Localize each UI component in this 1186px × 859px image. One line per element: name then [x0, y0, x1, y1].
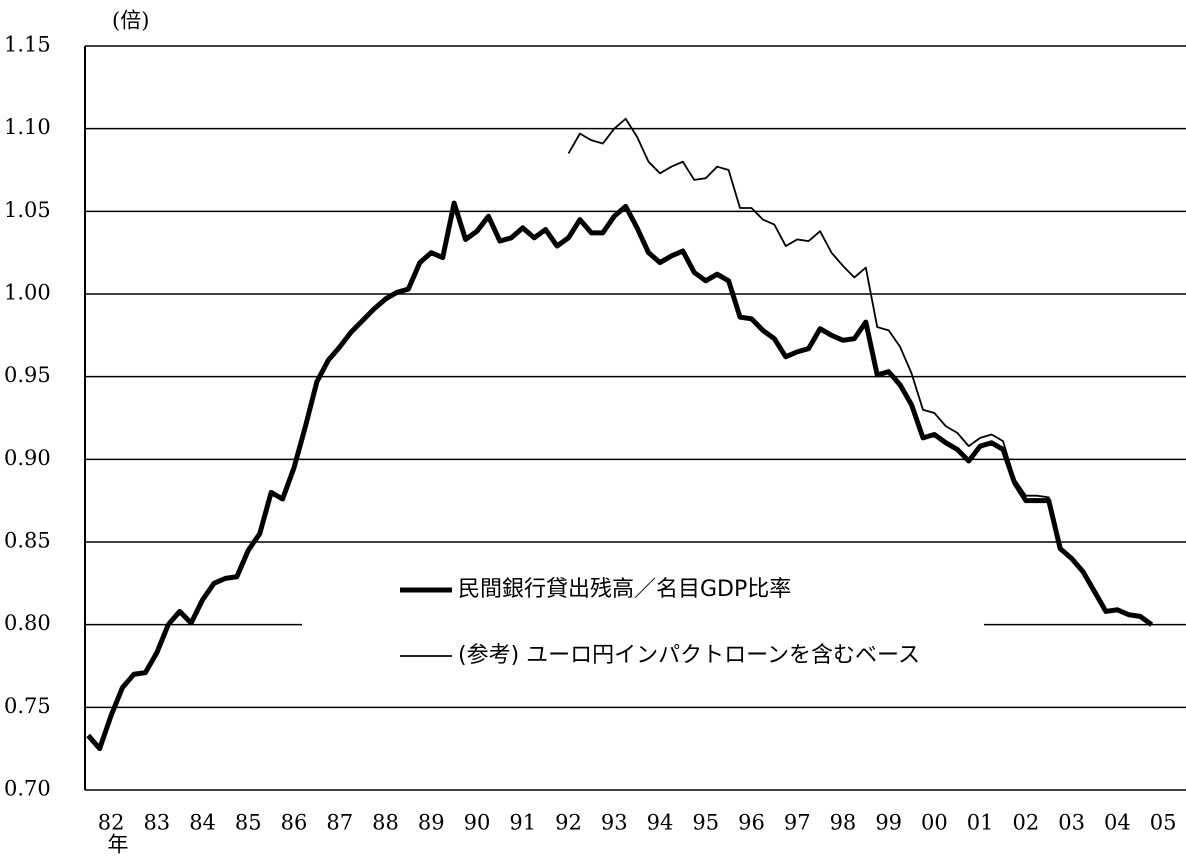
y-unit: (倍)	[112, 9, 149, 33]
x-tick-label: 97	[784, 811, 811, 835]
y-tick-label: 0.80	[4, 611, 51, 635]
x-tick-label: 99	[875, 811, 902, 835]
legend-label: (参考) ユーロ円インパクトローンを含むベース	[458, 643, 920, 668]
x-tick-label: 88	[372, 811, 399, 835]
x-tick-label: 93	[601, 811, 628, 835]
legend-label: 民間銀行貸出残高／名目GDP比率	[458, 577, 791, 602]
x-tick-label: 05	[1150, 811, 1177, 835]
x-tick-label: 96	[738, 811, 765, 835]
y-tick-label: 0.75	[4, 694, 51, 718]
x-tick-label: 91	[509, 811, 536, 835]
y-tick-label: 1.10	[4, 115, 51, 139]
y-tick-label: 1.15	[4, 33, 51, 57]
legend-box	[302, 560, 984, 690]
x-tick-label: 01	[967, 811, 994, 835]
x-tick-label: 87	[326, 811, 353, 835]
x-tick-label: 92	[555, 811, 582, 835]
y-tick-label: 1.05	[4, 198, 51, 222]
x-tick-label: 02	[1013, 811, 1040, 835]
y-tick-label: 0.85	[4, 529, 51, 553]
x-tick-label: 84	[189, 811, 216, 835]
line-series	[86, 200, 1154, 752]
x-tick-label: 83	[143, 811, 170, 835]
x-axis-label: 年	[108, 833, 129, 857]
x-tick-label: 95	[692, 811, 719, 835]
line-series	[567, 117, 1062, 548]
x-tick-label: 00	[921, 811, 948, 835]
y-tick-label: 0.90	[4, 446, 51, 470]
x-tick-label: 94	[647, 811, 674, 835]
x-tick-label: 03	[1058, 811, 1085, 835]
x-tick-label: 04	[1104, 811, 1131, 835]
x-tick-label: 90	[464, 811, 491, 835]
x-tick-label: 82	[98, 811, 125, 835]
x-tick-label: 89	[418, 811, 445, 835]
y-tick-label: 0.70	[4, 777, 51, 801]
y-tick-label: 1.00	[4, 281, 51, 305]
x-tick-label: 85	[235, 811, 262, 835]
x-tick-label: 86	[281, 811, 308, 835]
y-tick-label: 0.95	[4, 363, 51, 387]
x-tick-label: 98	[830, 811, 857, 835]
